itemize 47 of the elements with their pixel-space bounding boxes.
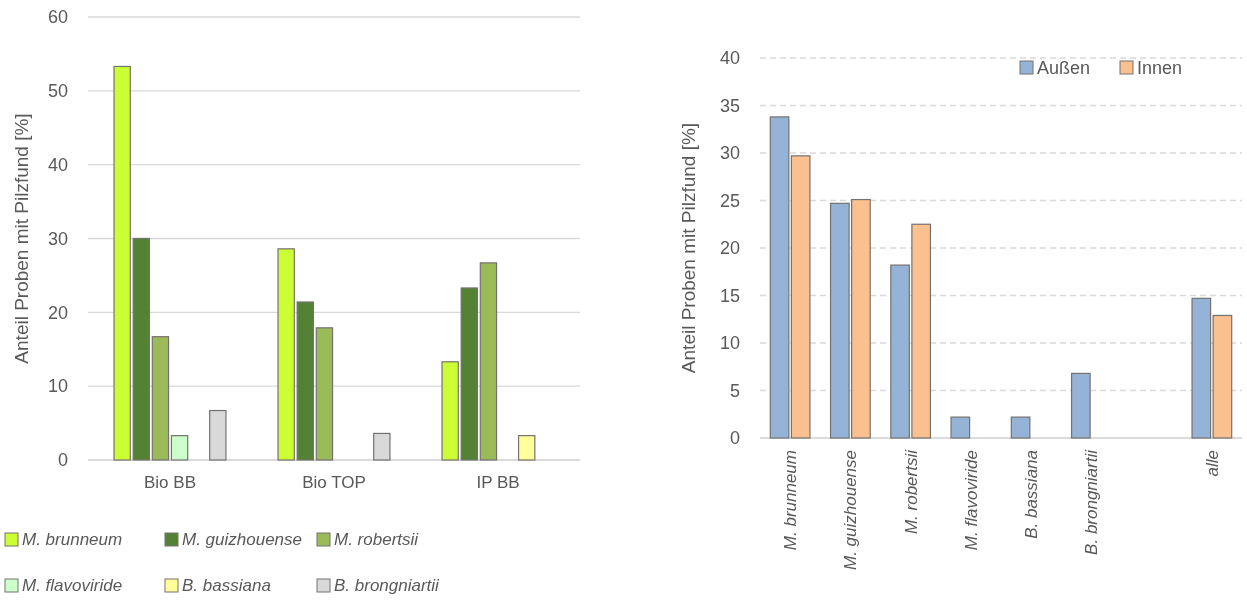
- bar: [1010, 416, 1031, 439]
- bar: [132, 237, 151, 461]
- bar: [296, 301, 315, 461]
- bar: [950, 416, 971, 439]
- bar: [517, 435, 536, 461]
- bar: [277, 248, 295, 461]
- x-tick-label: M. flavoviride: [961, 450, 981, 551]
- y-tick-label: 0: [57, 450, 68, 471]
- x-tick-label: M. guizhouense: [841, 450, 861, 571]
- x-tick-label: alle: [1202, 450, 1222, 477]
- y-tick-label: 25: [719, 190, 740, 211]
- y-tick-label: 0: [729, 428, 740, 449]
- legend-label: B. bassiana: [182, 576, 271, 595]
- y-tick-label: 15: [719, 285, 740, 306]
- bar: [113, 65, 131, 461]
- x-tick-label: M. brunneum: [781, 450, 801, 551]
- x-tick-label: B. bassiana: [1022, 450, 1042, 539]
- y-tick-label: 20: [47, 302, 68, 323]
- y-tick-label: 20: [719, 238, 740, 259]
- x-tick-label: Bio BB: [144, 473, 196, 492]
- x-tick-label: B. brongniartii: [1082, 448, 1102, 555]
- y-tick-label: 40: [47, 154, 68, 175]
- y-tick-label: 50: [47, 81, 68, 102]
- legend-label: M. flavoviride: [22, 576, 123, 595]
- y-tick-label: 10: [47, 376, 68, 397]
- y-tick-label: 30: [719, 143, 740, 164]
- x-tick-label: IP BB: [476, 473, 520, 492]
- bar: [315, 327, 334, 461]
- y-tick-label: 30: [47, 228, 68, 249]
- bar: [1070, 372, 1091, 439]
- bar: [479, 262, 498, 461]
- y-axis-title: Anteil Proben mit Pilzfund [%]: [678, 122, 699, 374]
- bar: [460, 287, 479, 461]
- legend-label: B. brongniartii: [334, 576, 441, 595]
- bar: [170, 435, 189, 461]
- y-tick-label: 60: [47, 7, 68, 28]
- y-tick-label: 35: [719, 95, 740, 116]
- y-tick-label: 10: [719, 333, 740, 354]
- y-tick-label: 5: [729, 380, 740, 401]
- bar: [441, 361, 459, 461]
- legend-label: Innen: [1137, 58, 1183, 78]
- x-tick-label: M. robertsii: [901, 448, 921, 535]
- y-axis-title: Anteil Proben mit Pilzfund [%]: [11, 113, 32, 364]
- x-tick-label: Bio TOP: [302, 473, 366, 492]
- y-tick-label: 40: [719, 48, 740, 69]
- legend-label: Außen: [1037, 58, 1091, 78]
- bar: [151, 336, 170, 461]
